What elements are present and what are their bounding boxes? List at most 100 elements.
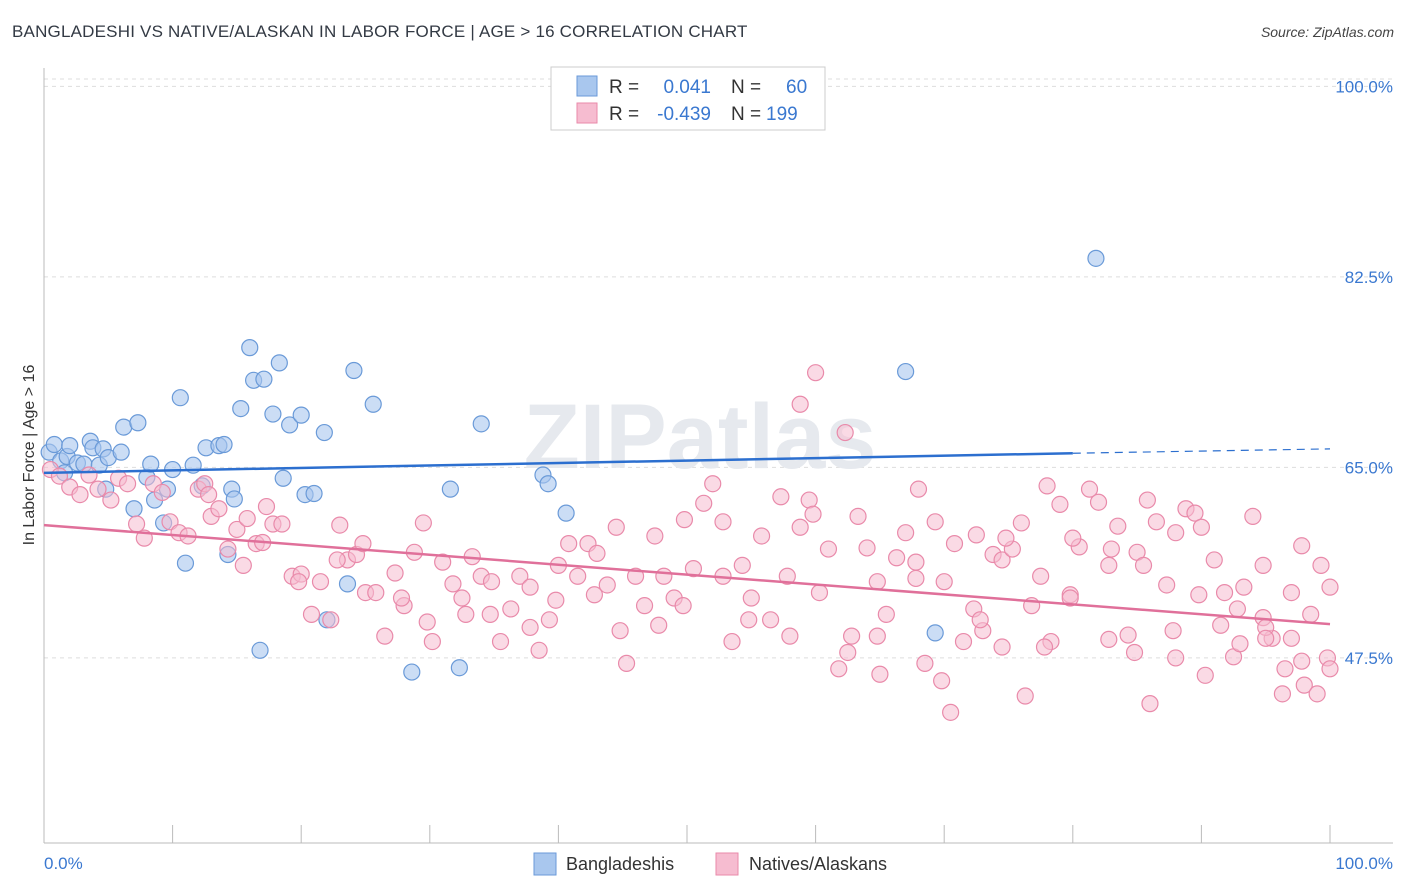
legend-n-label-2: N = — [731, 104, 761, 125]
point-native-135 — [1321, 578, 1339, 596]
point-native-182 — [1102, 540, 1120, 558]
point-native-51 — [511, 567, 529, 585]
point-native-138 — [354, 534, 372, 553]
point-native-107 — [1051, 495, 1069, 514]
point-native-101 — [993, 551, 1011, 569]
point-native-162 — [714, 513, 732, 531]
point-native-56 — [560, 534, 578, 553]
point-native-66 — [655, 567, 673, 585]
point-native-42 — [423, 632, 441, 651]
point-native-59 — [588, 544, 606, 562]
point-bangladeshi-15 — [115, 418, 133, 436]
point-native-94 — [926, 513, 944, 531]
point-native-105 — [1032, 567, 1050, 585]
point-native-3 — [71, 486, 89, 504]
point-native-93 — [916, 654, 934, 672]
point-bangladeshi-17 — [129, 414, 147, 432]
legend-r-label-1: R = — [609, 77, 639, 98]
point-native-122 — [1196, 666, 1214, 684]
point-native-4 — [80, 466, 98, 484]
point-native-189 — [1276, 660, 1294, 678]
point-bangladeshi-38 — [255, 370, 273, 388]
y-tick-label-3: 100.0% — [1335, 77, 1393, 96]
axes — [43, 68, 1393, 844]
point-native-181 — [1064, 529, 1082, 547]
point-bangladeshi-34 — [232, 399, 250, 418]
point-bangladeshi-37 — [251, 641, 269, 659]
bottom-legend-swatch-pink — [715, 852, 739, 876]
legend-swatch-blue — [576, 75, 598, 97]
point-native-49 — [491, 632, 510, 651]
point-native-179 — [1016, 687, 1034, 705]
point-native-92 — [907, 569, 925, 588]
point-native-145 — [804, 505, 822, 523]
point-native-12 — [153, 483, 171, 502]
point-native-21 — [228, 520, 246, 539]
point-native-96 — [945, 534, 964, 553]
point-native-142 — [611, 622, 629, 640]
point-native-177 — [967, 526, 985, 544]
point-native-173 — [791, 395, 809, 413]
point-native-5 — [89, 480, 107, 498]
point-bangladeshi-52 — [441, 480, 459, 498]
point-native-194 — [1257, 629, 1275, 647]
point-native-32 — [331, 516, 349, 534]
point-native-74 — [733, 556, 751, 574]
point-native-85 — [839, 643, 857, 662]
point-native-143 — [675, 511, 694, 529]
point-bangladeshi-56 — [539, 475, 557, 493]
point-bangladeshi-1 — [45, 435, 63, 454]
point-native-167 — [1035, 638, 1054, 656]
bottom-legend-label-bangladeshis: Bangladeshis — [566, 854, 674, 874]
point-native-114 — [1119, 626, 1137, 644]
point-native-54 — [540, 611, 558, 629]
point-native-77 — [761, 611, 780, 629]
trend-line-bangladeshis-extension — [1072, 448, 1331, 454]
point-bangladeshi-43 — [292, 406, 310, 424]
point-native-137 — [290, 573, 308, 591]
point-native-103 — [1012, 514, 1030, 532]
point-native-157 — [392, 589, 411, 607]
point-native-156 — [328, 551, 346, 569]
point-bangladeshi-30 — [215, 435, 233, 454]
point-native-196 — [942, 703, 960, 721]
point-native-154 — [200, 486, 218, 504]
point-native-171 — [1293, 652, 1311, 670]
point-native-71 — [704, 475, 722, 493]
point-native-76 — [752, 527, 771, 545]
point-native-174 — [836, 423, 854, 442]
point-native-140 — [482, 573, 501, 591]
point-native-57 — [569, 567, 587, 585]
point-native-146 — [868, 627, 886, 645]
point-native-191 — [1308, 685, 1326, 703]
point-native-70 — [695, 494, 713, 512]
bottom-legend: Bangladeshis Natives/Alaskans — [533, 852, 887, 876]
point-bangladeshi-51 — [403, 663, 421, 681]
legend-r-label-2: R = — [609, 104, 639, 125]
point-bangladeshi-60 — [1087, 249, 1105, 267]
point-bangladeshi-46 — [315, 423, 333, 442]
point-bangladeshi-58 — [897, 362, 915, 381]
point-native-82 — [810, 583, 829, 602]
point-native-148 — [997, 529, 1015, 547]
point-native-117 — [1147, 513, 1165, 531]
point-native-89 — [877, 605, 895, 623]
point-native-160 — [585, 586, 604, 604]
point-native-87 — [858, 539, 876, 557]
point-native-97 — [954, 632, 973, 651]
point-native-90 — [888, 549, 906, 567]
trend-line-bangladeshis — [43, 451, 1073, 475]
legend-n-value-1: 60 — [786, 77, 807, 98]
point-native-31 — [322, 611, 340, 629]
point-native-84 — [830, 660, 848, 678]
point-bangladeshi-59 — [926, 624, 944, 642]
watermark: ZIPatlas — [524, 386, 877, 488]
legend-swatch-pink — [576, 102, 598, 124]
point-native-133 — [1302, 605, 1320, 623]
point-native-166 — [971, 611, 989, 629]
point-bangladeshi-45 — [305, 484, 323, 503]
point-native-192 — [1321, 660, 1339, 678]
point-native-60 — [598, 576, 616, 594]
point-native-19 — [210, 500, 228, 518]
point-native-62 — [617, 654, 636, 672]
